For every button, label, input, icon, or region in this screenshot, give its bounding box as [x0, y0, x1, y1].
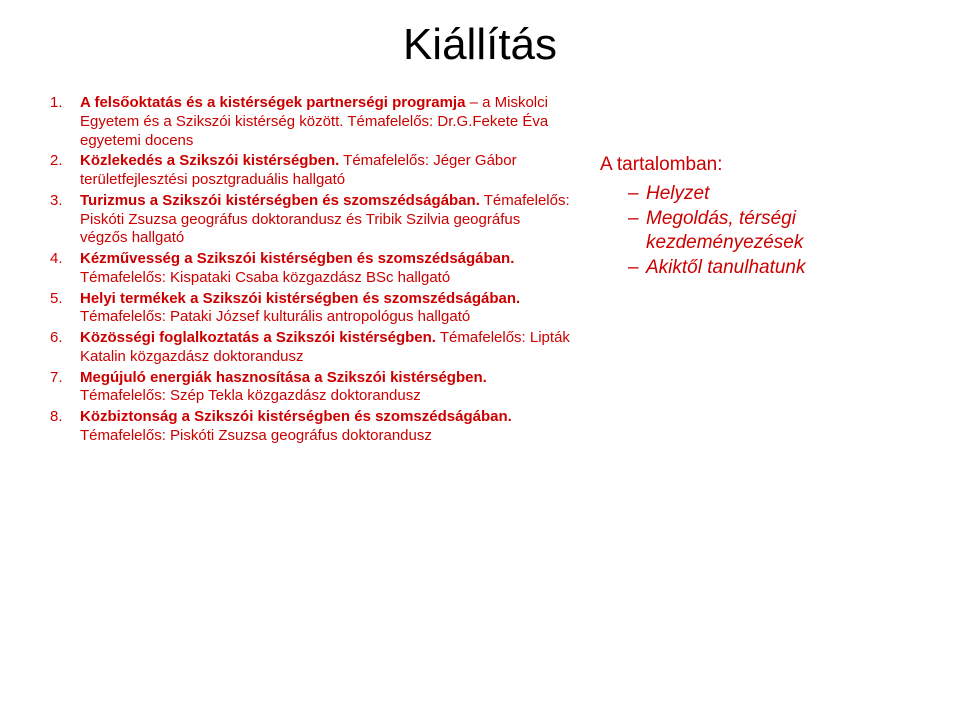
list-bold: Helyi termékek a Szikszói kistérségben é… [80, 290, 520, 307]
list-item: 7.Megújuló energiák hasznosítása a Sziks… [50, 369, 570, 407]
list-item: 5.Helyi termékek a Szikszói kistérségben… [50, 290, 570, 328]
list-bold: Turizmus a Szikszói kistérségben és szom… [80, 192, 480, 209]
right-column: A tartalomban: HelyzetMegoldás, térségi … [600, 94, 910, 687]
list-number: 3. [50, 192, 80, 248]
list-item: 1.A felsőoktatás és a kistérségek partne… [50, 94, 570, 150]
list-number: 5. [50, 290, 80, 328]
dashed-item: Helyzet [628, 182, 910, 207]
list-body: Közlekedés a Szikszói kistérségben. Téma… [80, 152, 570, 190]
list-item: 2.Közlekedés a Szikszói kistérségben. Té… [50, 152, 570, 190]
section-head: A tartalomban: [600, 154, 910, 176]
list-bold: Megújuló energiák hasznosítása a Szikszó… [80, 369, 487, 386]
columns: 1.A felsőoktatás és a kistérségek partne… [50, 94, 910, 687]
list-body: A felsőoktatás és a kistérségek partners… [80, 94, 570, 150]
slide: Kiállítás 1.A felsőoktatás és a kistérsé… [0, 0, 960, 717]
numbered-list: 1.A felsőoktatás és a kistérségek partne… [50, 94, 570, 446]
list-body: Helyi termékek a Szikszói kistérségben é… [80, 290, 570, 328]
list-number: 8. [50, 408, 80, 446]
list-bold: Közlekedés a Szikszói kistérségben. [80, 152, 339, 169]
list-item: 4.Kézművesség a Szikszói kistérségben és… [50, 250, 570, 288]
left-column: 1.A felsőoktatás és a kistérségek partne… [50, 94, 570, 687]
list-number: 2. [50, 152, 80, 190]
list-item: 8.Közbiztonság a Szikszói kistérségben é… [50, 408, 570, 446]
list-number: 6. [50, 329, 80, 367]
list-body: Közbiztonság a Szikszói kistérségben és … [80, 408, 570, 446]
slide-title: Kiállítás [50, 20, 910, 70]
dashed-list: HelyzetMegoldás, térségi kezdeményezések… [600, 182, 910, 281]
list-item: 3.Turizmus a Szikszói kistérségben és sz… [50, 192, 570, 248]
list-rest: Témafelelős: Pataki József kulturális an… [80, 308, 470, 325]
list-number: 7. [50, 369, 80, 407]
list-bold: Kézművesség a Szikszói kistérségben és s… [80, 250, 514, 267]
list-item: 6.Közösségi foglalkoztatás a Szikszói ki… [50, 329, 570, 367]
list-rest: Témafelelős: Piskóti Zsuzsa geográfus do… [80, 427, 432, 444]
list-body: Turizmus a Szikszói kistérségben és szom… [80, 192, 570, 248]
list-body: Kézművesség a Szikszói kistérségben és s… [80, 250, 570, 288]
list-body: Közösségi foglalkoztatás a Szikszói kist… [80, 329, 570, 367]
list-bold: Közösségi foglalkoztatás a Szikszói kist… [80, 329, 436, 346]
dashed-item: Megoldás, térségi kezdeményezések [628, 207, 910, 256]
list-number: 1. [50, 94, 80, 150]
list-rest: Témafelelős: Szép Tekla közgazdász dokto… [80, 387, 421, 404]
dashed-item: Akiktől tanulhatunk [628, 256, 910, 281]
list-rest: Témafelelős: Kispataki Csaba közgazdász … [80, 269, 450, 286]
list-bold: A felsőoktatás és a kistérségek partners… [80, 94, 465, 111]
list-number: 4. [50, 250, 80, 288]
list-bold: Közbiztonság a Szikszói kistérségben és … [80, 408, 512, 425]
list-body: Megújuló energiák hasznosítása a Szikszó… [80, 369, 570, 407]
